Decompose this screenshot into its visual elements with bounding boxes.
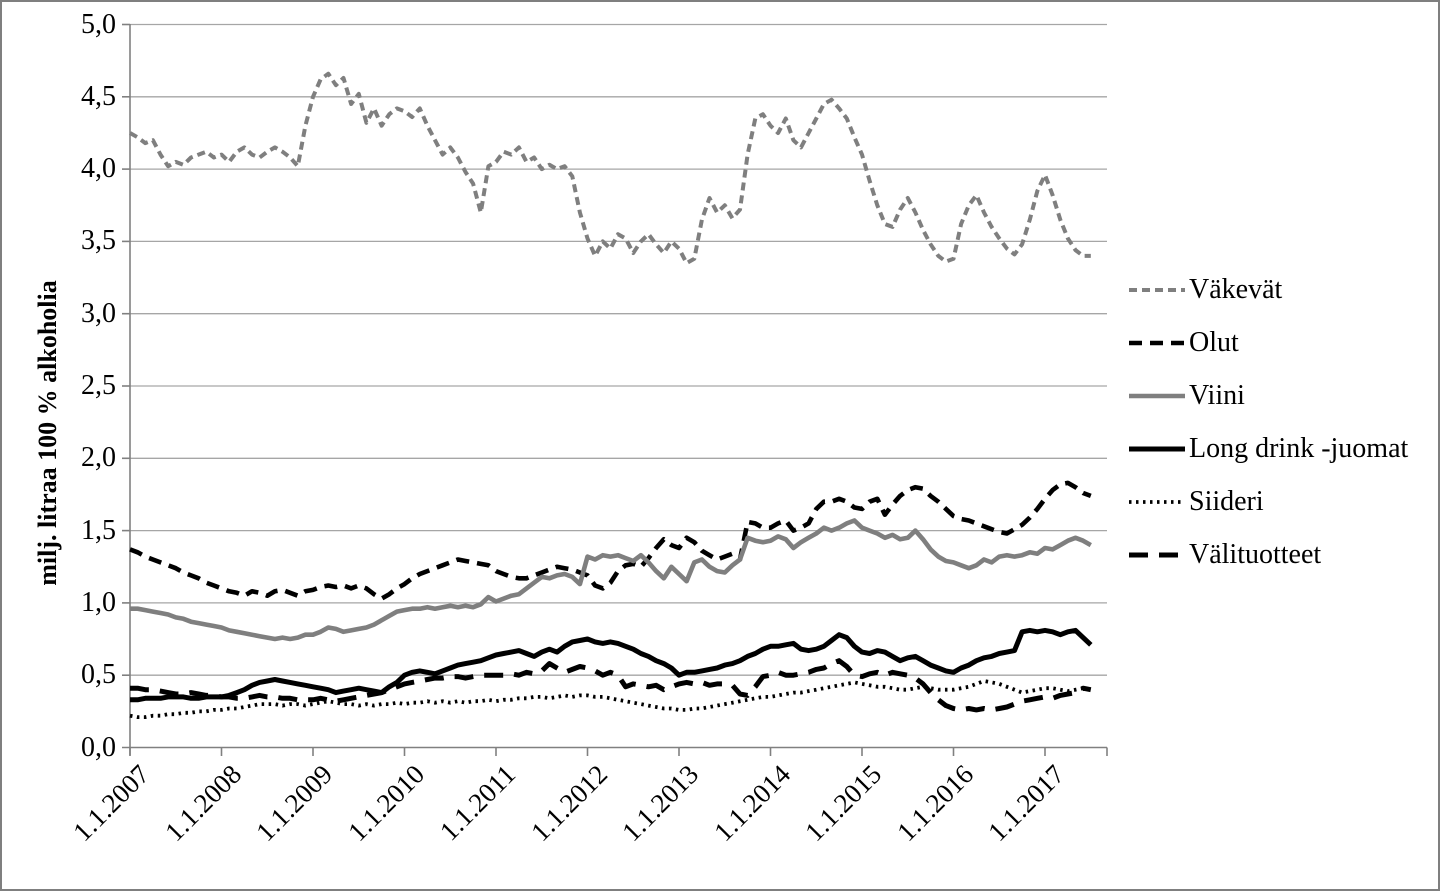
series-vakevat xyxy=(129,71,1091,266)
y-tick-label: 2,5 xyxy=(81,370,116,401)
legend-label: Siideri xyxy=(1189,486,1264,517)
legend-swatch-valituotteet xyxy=(1129,552,1185,558)
legend-swatch-siideri xyxy=(1129,500,1185,504)
y-tick-label: 1,5 xyxy=(81,514,116,546)
legend-swatch-long-drink-juomat xyxy=(1129,446,1185,452)
y-tick-label: 4,5 xyxy=(81,80,116,112)
y-tick-label: 4,0 xyxy=(81,153,116,185)
legend-label: Välituotteet xyxy=(1189,539,1322,570)
legend-item-siideri: Siideri xyxy=(1128,482,1264,522)
y-tick-label: 3,0 xyxy=(81,297,116,329)
series-valituotteet xyxy=(130,658,1092,713)
series-olut xyxy=(129,480,1092,601)
series-viini xyxy=(130,518,1092,642)
legend-swatch-viini xyxy=(1129,393,1185,399)
y-tick-label: 0,5 xyxy=(81,659,116,691)
legend-item-long-drink-juomat: Long drink -juomat xyxy=(1128,429,1408,469)
y-axis-title: milj. litraa 100 % alkoholia xyxy=(33,280,62,586)
legend-item-viini: Viini xyxy=(1128,376,1245,416)
legend-swatch-vakevat xyxy=(1129,288,1185,292)
legend-item-olut: Olut xyxy=(1128,323,1239,363)
y-tick-label: 5,0 xyxy=(81,8,116,40)
legend-swatch-olut xyxy=(1129,340,1185,346)
y-tick-label: 0,0 xyxy=(81,731,116,763)
y-tick-label: 1,0 xyxy=(81,586,116,618)
series-long-drink-juomat xyxy=(130,627,1093,703)
series-siideri xyxy=(129,679,1092,719)
legend-item-valituotteet: Välituotteet xyxy=(1128,535,1321,575)
y-tick-label: 3,5 xyxy=(81,225,116,257)
y-tick-label: 2,0 xyxy=(81,442,116,474)
legend-label: Viini xyxy=(1189,380,1245,411)
legend-label: Väkevät xyxy=(1189,274,1283,305)
legend-item-vakevat: Väkevät xyxy=(1128,270,1282,310)
legend-label: Long drink -juomat xyxy=(1189,433,1409,464)
legend-label: Olut xyxy=(1189,327,1239,358)
